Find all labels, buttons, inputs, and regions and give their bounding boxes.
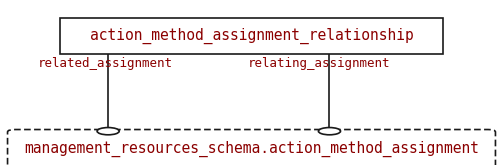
Text: related_assignment: related_assignment: [38, 57, 173, 70]
Text: action_method_assignment_relationship: action_method_assignment_relationship: [90, 28, 413, 44]
Text: management_resources_schema.action_method_assignment: management_resources_schema.action_metho…: [24, 140, 479, 157]
Circle shape: [318, 128, 341, 135]
Bar: [60, 18, 443, 54]
Circle shape: [97, 128, 119, 135]
Text: relating_assignment: relating_assignment: [248, 57, 391, 70]
FancyBboxPatch shape: [8, 130, 495, 165]
